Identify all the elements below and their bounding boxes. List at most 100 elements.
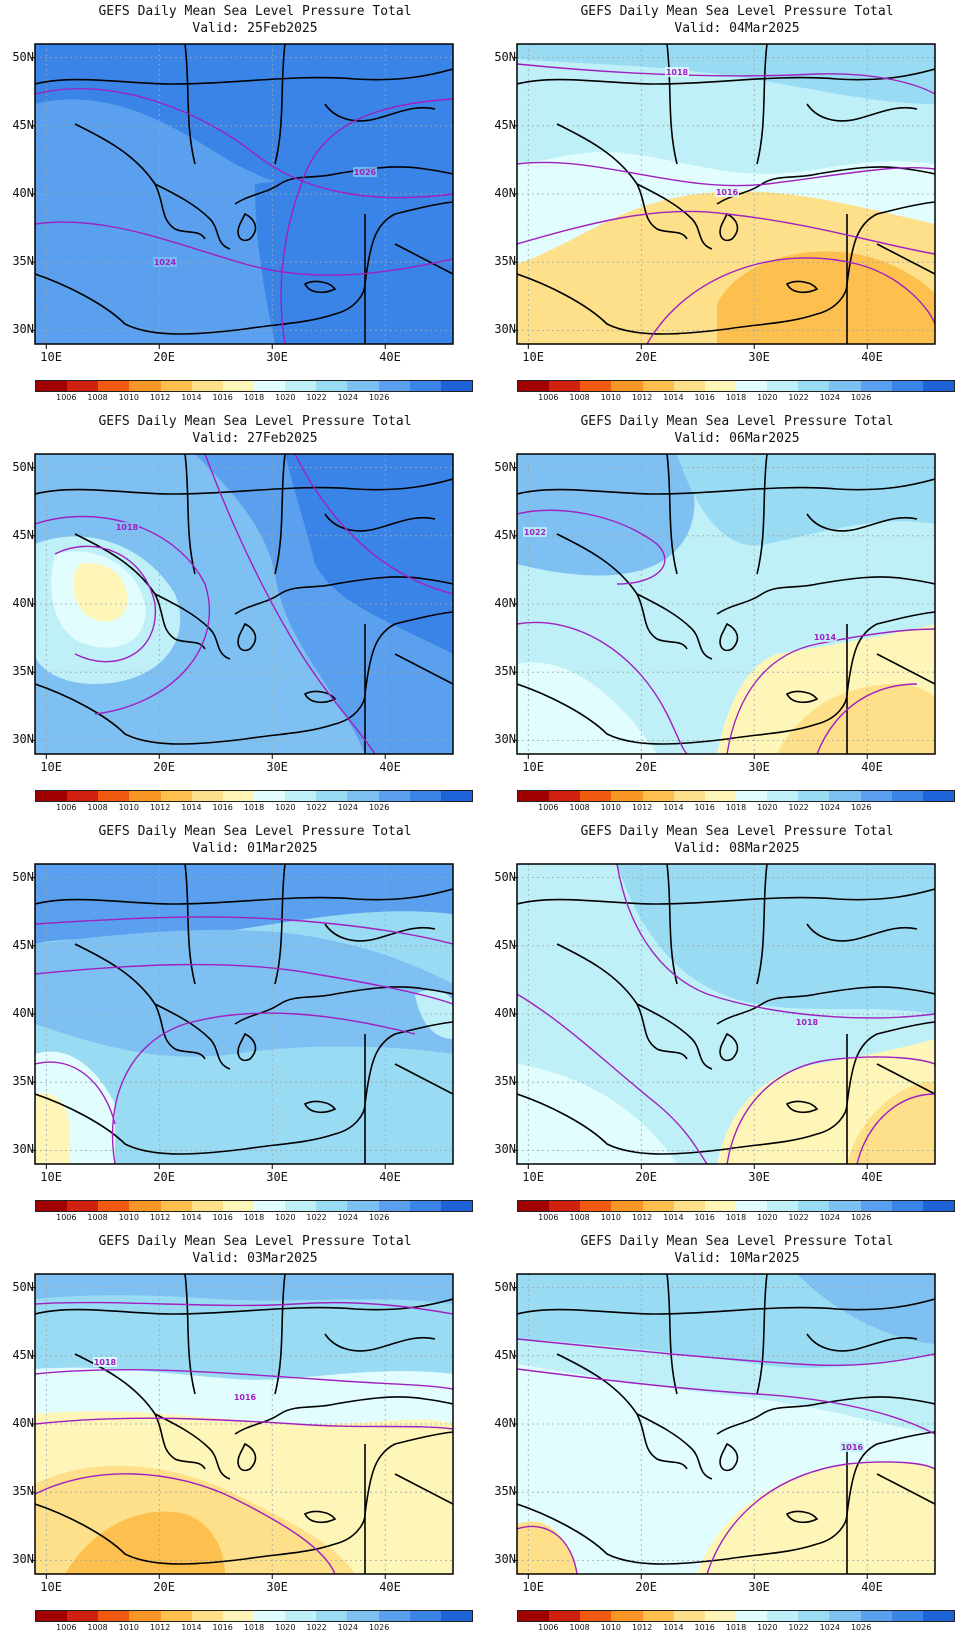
colorbar-label: 1026	[850, 1623, 872, 1632]
coastline	[74, 533, 206, 650]
colorbar-label: 1018	[243, 1213, 265, 1222]
pressure-fill-band	[35, 1274, 453, 1380]
lat-tick-label: 35N	[494, 1484, 516, 1499]
colorbar-label: 1014	[181, 1213, 202, 1222]
colorbar-swatch	[253, 381, 286, 391]
colorbar-swatch	[347, 791, 379, 801]
coastline	[785, 690, 819, 704]
colorbar-swatch	[36, 1611, 68, 1621]
coastline	[517, 1093, 848, 1155]
colorbar-swatch	[98, 1201, 130, 1211]
colorbar-label: 1012	[631, 1213, 653, 1222]
colorbar-label: 1018	[725, 1213, 747, 1222]
colorbar-label: 1006	[538, 1623, 559, 1632]
colorbar-swatch	[549, 1611, 581, 1621]
isobar-line	[35, 963, 453, 1005]
coastline	[517, 1298, 935, 1315]
lat-tick-label: 45N	[12, 937, 34, 952]
colorbar-label: 1010	[118, 1213, 140, 1222]
isobar-line	[517, 210, 935, 255]
colorbar-swatch	[735, 791, 768, 801]
lon-tick-label: 30E	[748, 350, 770, 364]
lat-tick-label: 40N	[494, 596, 516, 610]
lat-tick-label: 30N	[12, 1142, 34, 1157]
colorbar-swatch	[922, 791, 954, 801]
coastline	[719, 1442, 739, 1472]
isobar-line	[706, 1461, 935, 1574]
colorbar-swatch	[767, 381, 799, 391]
colorbar-swatch	[580, 791, 612, 801]
coastline	[716, 166, 935, 205]
colorbar	[517, 790, 955, 802]
coastline	[636, 183, 713, 250]
colorbar-swatch	[518, 791, 550, 801]
panel-title: GEFS Daily Mean Sea Level Pressure Total	[98, 414, 412, 429]
coastline	[237, 622, 257, 652]
colorbar-label: 1010	[118, 393, 140, 402]
colorbar-label: 1014	[663, 1213, 684, 1222]
lon-tick-label: 10E	[522, 760, 544, 774]
pressure-map	[31, 863, 454, 1169]
colorbar-swatch	[160, 381, 192, 391]
coastline	[324, 103, 436, 122]
colorbar-label: 1008	[569, 1213, 590, 1222]
colorbar-swatch	[860, 1201, 892, 1211]
lat-tick-label: 35N	[494, 664, 516, 679]
colorbar-label: 1010	[118, 803, 140, 812]
colorbar-label: 1016	[212, 1213, 233, 1222]
colorbar-swatch	[67, 381, 99, 391]
isobar-line	[517, 161, 935, 187]
colorbar-swatch	[191, 791, 223, 801]
colorbar	[35, 1610, 473, 1622]
lon-tick-label: 30E	[266, 760, 288, 774]
coastline	[154, 1413, 231, 1480]
panel-valid-date: Valid: 04Mar2025	[674, 21, 800, 36]
colorbar-swatch	[440, 1201, 472, 1211]
map-panel: GEFS Daily Mean Sea Level Pressure Total…	[0, 410, 482, 820]
lat-tick-label: 40N	[12, 1006, 34, 1020]
coastline	[394, 243, 453, 275]
colorbar-label: 1012	[149, 393, 171, 402]
isobar-line	[35, 1473, 336, 1574]
lon-tick-label: 10E	[522, 350, 544, 364]
coastline	[756, 864, 768, 985]
lon-tick-label: 10E	[40, 1580, 62, 1594]
colorbar-swatch	[222, 381, 254, 391]
colorbar-label: 1026	[368, 803, 390, 812]
coastline	[364, 201, 453, 285]
isobar-label: 1022	[524, 528, 546, 537]
colorbar-swatch	[440, 381, 472, 391]
pressure-fill-band	[35, 864, 453, 944]
map-panel: GEFS Daily Mean Sea Level Pressure Total…	[0, 0, 482, 410]
lat-tick-label: 45N	[494, 527, 516, 542]
lat-tick-label: 45N	[494, 937, 516, 952]
colorbar-label: 1006	[56, 1213, 77, 1222]
colorbar-swatch	[36, 1201, 68, 1211]
colorbar-swatch	[891, 791, 923, 801]
isobar-line	[35, 1369, 453, 1390]
coastline	[303, 1510, 337, 1524]
colorbar-swatch	[160, 1201, 192, 1211]
coastline	[556, 1353, 688, 1470]
colorbar-swatch	[67, 1201, 99, 1211]
coastline	[719, 622, 739, 652]
panel-title: GEFS Daily Mean Sea Level Pressure Total	[98, 1234, 412, 1249]
colorbar-swatch	[518, 381, 550, 391]
colorbar-swatch	[253, 1201, 286, 1211]
coastline	[756, 44, 768, 165]
isobar-line	[294, 454, 453, 595]
isobar-line	[816, 683, 918, 754]
colorbar-swatch	[316, 1201, 348, 1211]
coastline	[154, 183, 231, 250]
coastline	[274, 44, 286, 165]
colorbar-swatch	[347, 1611, 379, 1621]
colorbar-label: 1008	[87, 1213, 108, 1222]
colorbar-swatch	[378, 1201, 410, 1211]
coastline	[806, 1333, 918, 1352]
lat-tick-label: 50N	[494, 459, 516, 474]
colorbar-label: 1012	[149, 1213, 171, 1222]
isobar-line	[517, 1368, 935, 1435]
panel-title: GEFS Daily Mean Sea Level Pressure Total	[580, 414, 894, 429]
lat-tick-label: 50N	[12, 869, 34, 884]
